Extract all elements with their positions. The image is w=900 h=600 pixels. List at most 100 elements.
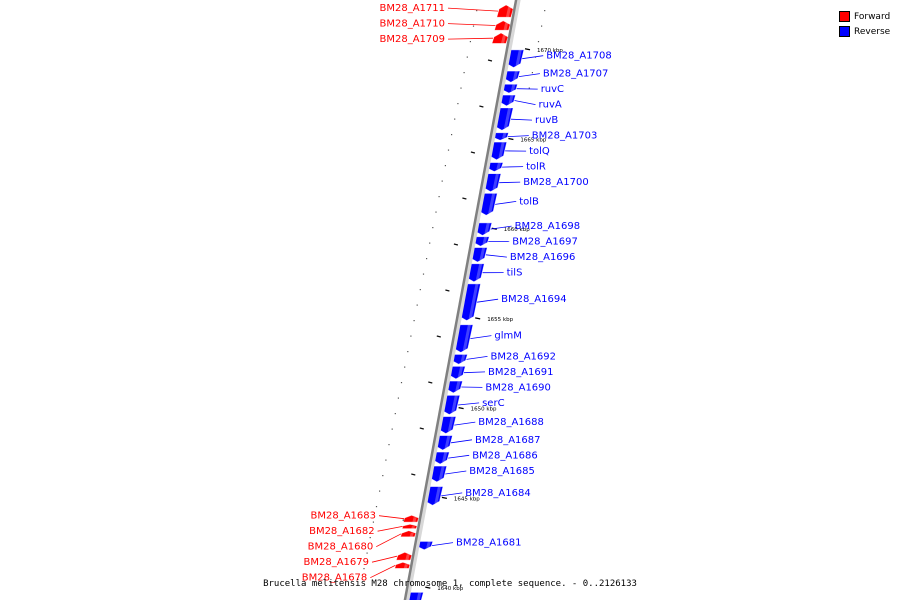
gene-highlight (438, 466, 445, 480)
scale-dot (472, 25, 475, 27)
gene-highlight (515, 49, 522, 66)
scale-dash (436, 335, 441, 338)
scale-dot (463, 72, 465, 74)
labels-layer: BM28_A1712BM28_A1711BM28_A1710BM28_A1709… (302, 3, 612, 584)
scale-dot (372, 521, 374, 523)
scale-tick (425, 586, 431, 589)
backbone-shadow (404, 0, 521, 600)
legend: Forward Reverse (839, 9, 900, 39)
scale-dash (445, 289, 450, 292)
gene-label: BM28_A1707 (543, 69, 609, 80)
gene-arrow (401, 523, 418, 529)
gene-label-leader (514, 100, 536, 105)
gene-label-leader (376, 533, 402, 548)
scale-dash (411, 473, 416, 476)
scale-dot (429, 242, 431, 244)
scale-tick-label: 1665 kbp (520, 138, 546, 144)
gene-label-leader (510, 118, 533, 121)
scale-tick-label: 1670 kbp (537, 48, 563, 54)
gene-label-leader (502, 166, 524, 168)
gene-label: BM28_A1692 (491, 351, 557, 362)
gene-highlight (505, 7, 512, 18)
scale-dot (435, 211, 437, 213)
legend-item-reverse: Reverse (839, 24, 900, 39)
map-caption: Brucella melitensis M28 chromosome 1, co… (263, 579, 637, 589)
gene-highlight (412, 517, 417, 523)
legend-item-forward: Forward (839, 9, 900, 24)
scale-dot (544, 10, 546, 12)
gene-highlight (455, 381, 461, 391)
gene-highlight (502, 132, 507, 139)
scale-tick (441, 496, 448, 500)
ticks-layer: 1670 kbp 1665 kbp 1660 kbp 1655 kbp 1650 kbp… (425, 48, 563, 592)
scale-tick (458, 406, 464, 410)
gene-arrow (402, 514, 419, 523)
scale-dot (419, 289, 421, 291)
scale-dot (454, 118, 456, 120)
gene-highlight (447, 416, 454, 432)
scale-dot (528, 87, 530, 89)
gene-label-leader (485, 254, 507, 258)
legend-label-reverse: Reverse (854, 26, 891, 37)
gene-arrow (496, 4, 514, 18)
scale-dot (404, 366, 406, 368)
gene-label: BM28_A1697 (512, 237, 578, 248)
gene-highlight (442, 452, 448, 462)
scale-dot (407, 351, 409, 353)
gene-label: tilS (507, 268, 523, 279)
scale-tick-label: 1660 kbp (504, 227, 530, 233)
scale-dash (487, 59, 493, 62)
scale-dot (426, 258, 428, 260)
gene-highlight (409, 532, 414, 537)
scale-dash (470, 151, 476, 154)
scale-dot (385, 459, 387, 461)
gene-highlight (457, 366, 464, 377)
gene-highlight (492, 173, 499, 190)
gene-label: BM28_A1683 (310, 511, 376, 522)
scale-dash (462, 197, 467, 200)
gene-label: ruvB (535, 115, 558, 126)
gene-label-leader (441, 492, 463, 497)
gene-highlight (508, 95, 514, 104)
scale-dot (416, 304, 418, 306)
scale-tick (524, 48, 531, 51)
gene-label: BM28_A1678 (302, 573, 368, 584)
legend-swatch-reverse (839, 26, 850, 37)
scale-tick-label: 1640 kbp (437, 586, 463, 592)
scale-dot (451, 134, 453, 136)
gene-label-leader (450, 439, 473, 444)
scale-dot (541, 25, 543, 27)
gene-highlight (426, 541, 431, 548)
gene-arrow (400, 530, 417, 538)
genes-layer (394, 0, 525, 600)
gene-label: tolB (519, 196, 539, 207)
gene-arrow (394, 561, 411, 569)
gene-label: BM28_A1687 (475, 435, 541, 446)
scale-dot (382, 475, 384, 477)
legend-swatch-forward (839, 11, 850, 22)
gene-label-leader (458, 402, 480, 406)
scale-dash (453, 243, 459, 246)
gene-highlight (501, 35, 506, 44)
scale-dot (469, 41, 471, 43)
scale-dot (476, 10, 478, 12)
gene-highlight (488, 193, 496, 214)
gene-label: ruvA (539, 100, 562, 111)
gene-label: BM28_A1691 (488, 367, 554, 378)
gene-highlight (479, 247, 486, 260)
gene-label: BM28_A1685 (469, 466, 535, 477)
gene-label: tolQ (529, 146, 550, 157)
gene-label-leader (477, 298, 499, 303)
gene-highlight (444, 435, 451, 448)
scale-dot (410, 335, 412, 337)
scale-dot (391, 428, 393, 430)
gene-label: BM28_A1682 (309, 526, 375, 537)
gene-highlight (503, 108, 512, 129)
scale-tick (475, 317, 481, 320)
gene-highlight (468, 283, 479, 319)
scale-dot (375, 506, 378, 508)
gene-arrow (395, 551, 413, 561)
gene-label-leader (431, 542, 454, 546)
gene-label: BM28_A1684 (465, 488, 531, 499)
scale-dot (531, 72, 533, 74)
